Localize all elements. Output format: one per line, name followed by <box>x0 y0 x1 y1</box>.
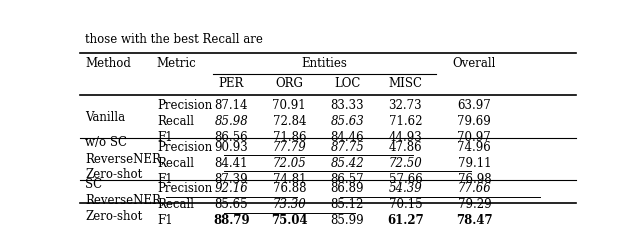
Text: F1: F1 <box>157 131 173 144</box>
Text: 71.86: 71.86 <box>273 131 306 144</box>
Text: 85.99: 85.99 <box>330 214 364 227</box>
Text: 71.62: 71.62 <box>388 115 422 128</box>
Text: PER: PER <box>219 77 244 90</box>
Text: 76.88: 76.88 <box>273 182 306 195</box>
Text: 74.96: 74.96 <box>458 141 491 154</box>
Text: 70.97: 70.97 <box>458 131 491 144</box>
Text: 84.41: 84.41 <box>214 157 248 170</box>
Text: ORG: ORG <box>275 77 303 90</box>
Text: 54.39: 54.39 <box>388 182 422 195</box>
Text: MISC: MISC <box>388 77 422 90</box>
Text: Precision: Precision <box>157 141 212 154</box>
Text: F1: F1 <box>157 173 173 186</box>
Text: ReverseNER,: ReverseNER, <box>85 194 164 207</box>
Text: LOC: LOC <box>334 77 360 90</box>
Text: 79.11: 79.11 <box>458 157 491 170</box>
Text: 86.89: 86.89 <box>331 182 364 195</box>
Text: 76.98: 76.98 <box>458 173 491 186</box>
Text: 85.63: 85.63 <box>330 115 364 128</box>
Text: 87.75: 87.75 <box>330 141 364 154</box>
Text: 85.65: 85.65 <box>214 198 248 211</box>
Text: 74.81: 74.81 <box>273 173 306 186</box>
Text: Metric: Metric <box>157 57 196 70</box>
Text: 86.56: 86.56 <box>214 131 248 144</box>
Text: 57.66: 57.66 <box>388 173 422 186</box>
Text: Recall: Recall <box>157 198 194 211</box>
Text: 83.33: 83.33 <box>330 99 364 112</box>
Text: 90.93: 90.93 <box>214 141 248 154</box>
Text: 79.29: 79.29 <box>458 198 491 211</box>
Text: 87.14: 87.14 <box>214 99 248 112</box>
Text: Vanilla: Vanilla <box>85 111 125 124</box>
Text: 72.50: 72.50 <box>388 157 422 170</box>
Text: 92.16: 92.16 <box>214 182 248 195</box>
Text: Zero-shot: Zero-shot <box>85 168 142 181</box>
Text: 86.57: 86.57 <box>330 173 364 186</box>
Text: 44.93: 44.93 <box>388 131 422 144</box>
Text: SC: SC <box>85 178 102 191</box>
Text: 47.86: 47.86 <box>388 141 422 154</box>
Text: 63.97: 63.97 <box>458 99 491 112</box>
Text: 79.69: 79.69 <box>458 115 491 128</box>
Text: 85.98: 85.98 <box>214 115 248 128</box>
Text: 77.79: 77.79 <box>273 141 306 154</box>
Text: 32.73: 32.73 <box>388 99 422 112</box>
Text: 72.05: 72.05 <box>273 157 306 170</box>
Text: 70.15: 70.15 <box>388 198 422 211</box>
Text: 85.42: 85.42 <box>330 157 364 170</box>
Text: Entities: Entities <box>301 57 348 70</box>
Text: Recall: Recall <box>157 157 194 170</box>
Text: 78.47: 78.47 <box>456 214 493 227</box>
Text: F1: F1 <box>157 214 173 227</box>
Text: 88.79: 88.79 <box>213 214 250 227</box>
Text: 75.04: 75.04 <box>271 214 308 227</box>
Text: 87.39: 87.39 <box>214 173 248 186</box>
Text: Overall: Overall <box>452 57 496 70</box>
Text: 70.91: 70.91 <box>273 99 306 112</box>
Text: Zero-shot: Zero-shot <box>85 210 142 223</box>
Text: 73.30: 73.30 <box>273 198 306 211</box>
Text: 72.84: 72.84 <box>273 115 306 128</box>
Text: 85.12: 85.12 <box>331 198 364 211</box>
Text: 84.46: 84.46 <box>330 131 364 144</box>
Text: Recall: Recall <box>157 115 194 128</box>
Text: 77.66: 77.66 <box>458 182 491 195</box>
Text: Precision: Precision <box>157 99 212 112</box>
Text: Method: Method <box>85 57 131 70</box>
Text: Precision: Precision <box>157 182 212 195</box>
Text: 61.27: 61.27 <box>387 214 424 227</box>
Text: those with the best Recall are: those with the best Recall are <box>85 33 267 46</box>
Text: ReverseNER,: ReverseNER, <box>85 152 164 165</box>
Text: w/o SC: w/o SC <box>85 136 127 150</box>
